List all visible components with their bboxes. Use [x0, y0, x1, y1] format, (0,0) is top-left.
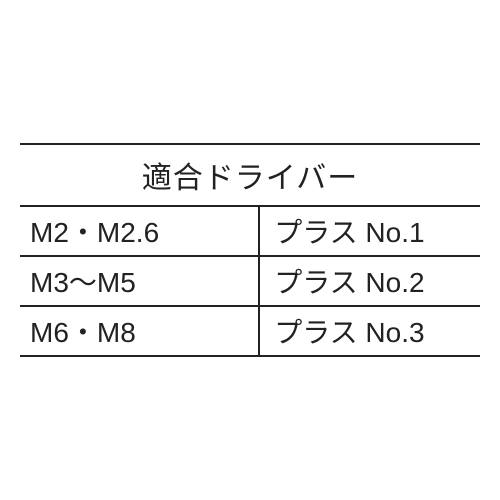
table-row: M2・M2.6 プラス No.1: [20, 206, 480, 256]
table-header: 適合ドライバー: [20, 144, 480, 206]
cell-driver: プラス No.2: [259, 256, 480, 306]
table-row: M3〜M5 プラス No.2: [20, 256, 480, 306]
cell-size-range: M2・M2.6: [20, 206, 259, 256]
compatible-driver-table: 適合ドライバー M2・M2.6 プラス No.1 M3〜M5 プラス No.2 …: [20, 143, 480, 357]
cell-driver: プラス No.1: [259, 206, 480, 256]
table-row: M6・M8 プラス No.3: [20, 306, 480, 356]
cell-driver: プラス No.3: [259, 306, 480, 356]
table-wrapper: 適合ドライバー M2・M2.6 プラス No.1 M3〜M5 プラス No.2 …: [0, 0, 500, 500]
cell-size-range: M6・M8: [20, 306, 259, 356]
cell-size-range: M3〜M5: [20, 256, 259, 306]
